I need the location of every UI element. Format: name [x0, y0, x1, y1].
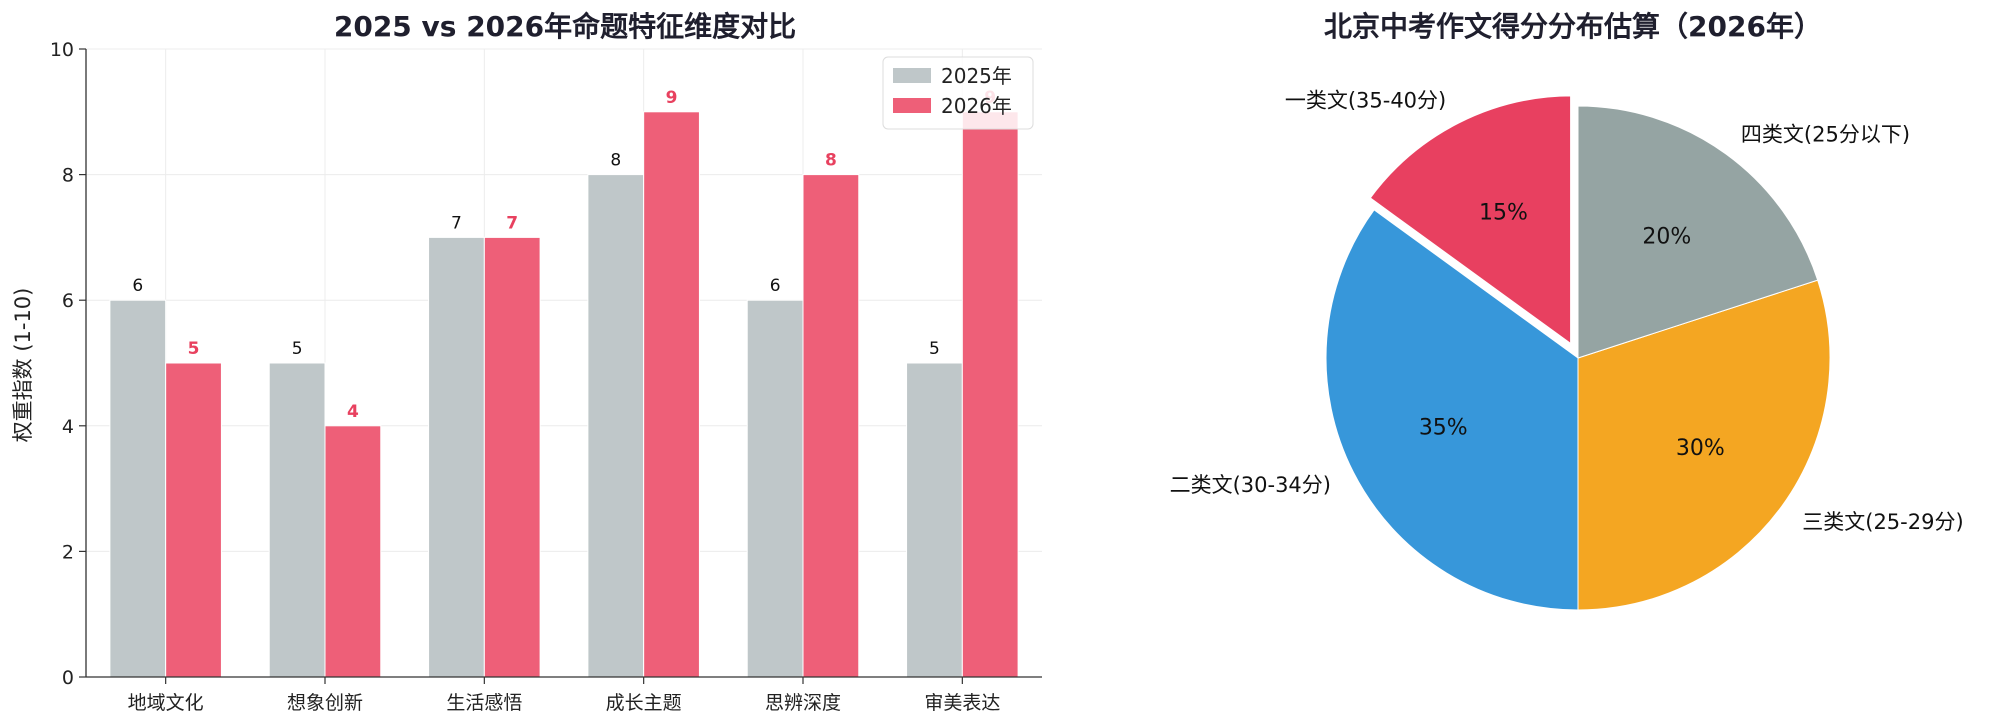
pie-slice-label: 一类文(35-40分) — [1285, 88, 1446, 112]
bar-2026-2 — [483, 236, 541, 678]
pie-slice-label: 三类文(25-29分) — [1802, 510, 1963, 534]
legend-swatch — [893, 68, 931, 83]
bar-data-label: 7 — [451, 213, 462, 233]
y-tick-label: 6 — [62, 290, 74, 312]
bar-2025-5 — [906, 362, 963, 678]
x-tick-label: 生活感悟 — [446, 692, 522, 714]
y-tick-label: 8 — [62, 165, 74, 187]
bar-2025-3 — [587, 174, 645, 678]
bar-2026-5 — [961, 111, 1019, 678]
y-tick-label: 4 — [62, 416, 74, 438]
pie-slice-2 — [1577, 279, 1831, 611]
bar-data-label: 7 — [506, 213, 518, 233]
bar-y-ticks: 0 2 4 6 8 10 — [50, 39, 86, 689]
bar-y-axis-label: 权重指数 (1-10) — [11, 288, 35, 443]
pie-percent-label: 30% — [1676, 436, 1725, 461]
x-tick-label: 思辨深度 — [765, 692, 841, 714]
pie-chart: 北京中考作文得分分布估算（2026年） 15% 35% 30% 20% 一类文(35-… — [1170, 10, 1964, 611]
pie-slice-label: 二类文(30-34分) — [1170, 473, 1331, 497]
bar-2026-3 — [643, 111, 700, 678]
pie-percent-labels: 15% 35% 30% 20% — [1419, 201, 1725, 461]
pie-percent-label: 35% — [1419, 416, 1468, 441]
bar-data-label: 9 — [666, 88, 678, 108]
bar-2026-0 — [165, 362, 222, 678]
bar-data-label: 5 — [188, 339, 200, 359]
bar-2025-0 — [109, 299, 167, 678]
pie-percent-label: 20% — [1642, 225, 1691, 250]
pie-chart-title: 北京中考作文得分分布估算（2026年） — [1324, 10, 1822, 43]
bar-2026-4 — [802, 174, 860, 678]
pie-percent-label: 15% — [1479, 201, 1528, 226]
x-tick-label: 地域文化 — [128, 692, 204, 714]
bar-legend: 2025年 2026年 — [882, 56, 1034, 130]
bar-data-label: 5 — [929, 339, 940, 359]
bar-chart: 2025 vs 2026年命题特征维度对比 655477896859 02468… — [11, 10, 1042, 714]
bar-data-label: 8 — [610, 151, 621, 171]
pie-slice-labels: 一类文(35-40分) 二类文(30-34分) 三类文(25-29分) 四类文(25分… — [1170, 88, 1964, 534]
pie-slice-0 — [1365, 92, 1575, 351]
bar-chart-title: 2025 vs 2026年命题特征维度对比 — [334, 10, 796, 43]
bar-data-label: 5 — [292, 339, 303, 359]
pie-slice-1 — [1325, 209, 1579, 611]
legend-swatch — [893, 98, 931, 113]
bar-2025-1 — [268, 362, 326, 678]
bar-2026-1 — [324, 425, 382, 678]
x-tick-label: 审美表达 — [924, 692, 1000, 714]
y-tick-label: 0 — [62, 667, 74, 689]
legend-label: 2025年 — [941, 64, 1012, 88]
pie-slice-3 — [1577, 105, 1819, 359]
bar-data-label: 6 — [132, 276, 143, 296]
bar-data-label: 4 — [347, 402, 359, 422]
y-tick-label: 10 — [50, 39, 74, 61]
legend-label: 2026年 — [941, 94, 1012, 118]
bar-bars — [109, 111, 1019, 678]
bar-grid — [86, 48, 1042, 678]
pie-slices — [1325, 92, 1831, 611]
bar-axes — [85, 49, 1042, 678]
x-tick-label: 想象创新 — [287, 692, 363, 714]
y-tick-label: 2 — [62, 541, 74, 563]
bar-data-label: 8 — [825, 151, 837, 171]
bar-x-ticks: 地域文化 想象创新 生活感悟 成长主题 思辨深度 审美表达 — [128, 677, 1000, 714]
bar-2025-2 — [428, 236, 485, 678]
bar-data-labels: 655477896859 — [132, 88, 996, 422]
x-tick-label: 成长主题 — [606, 692, 682, 714]
bar-2025-4 — [746, 299, 804, 678]
pie-slice-label: 四类文(25分以下) — [1741, 123, 1910, 147]
bar-data-label: 6 — [770, 276, 781, 296]
